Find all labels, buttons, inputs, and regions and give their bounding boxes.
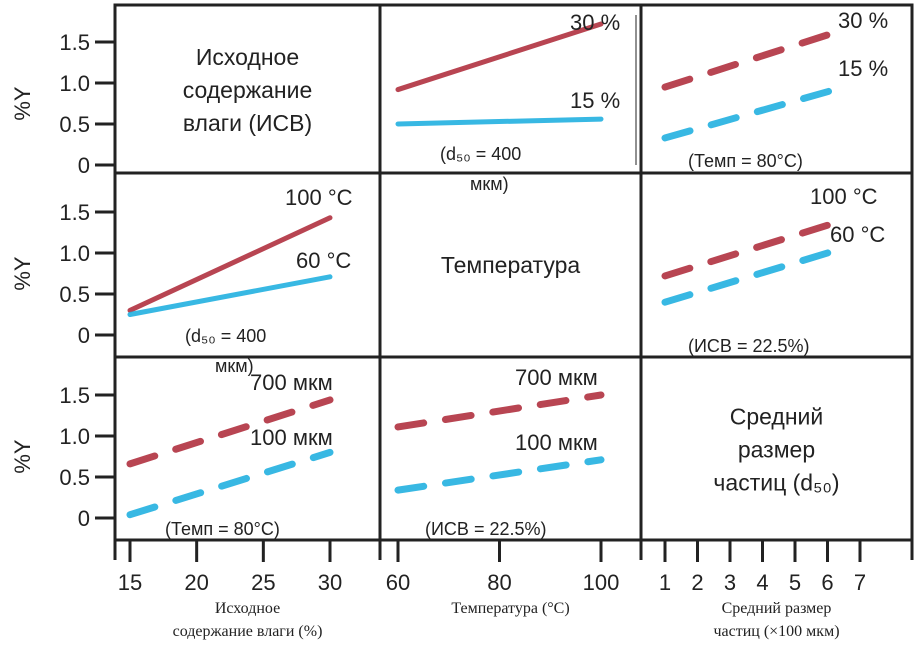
series-label: 60 °C — [296, 248, 351, 273]
y-tick-label: 1.5 — [59, 200, 90, 225]
y-tick-label: 1.5 — [59, 30, 90, 55]
panel-condition-note: (ИСВ = 22.5%) — [425, 519, 546, 539]
x-tick-label: 100 — [583, 570, 620, 595]
series-label: 100 °C — [285, 185, 353, 210]
y-tick-label: 0 — [78, 506, 90, 531]
y-tick-label: 0.5 — [59, 282, 90, 307]
y-tick-label: 0.5 — [59, 112, 90, 137]
series-line-low — [394, 456, 605, 494]
series-line-low — [661, 244, 848, 306]
diagonal-title: Температура — [441, 252, 581, 278]
y-tick-label: 0 — [78, 153, 90, 178]
x-tick-label: 2 — [691, 570, 703, 595]
series-line-low — [126, 448, 334, 519]
y-axis-label: %Y — [10, 256, 35, 291]
series-label: 15 % — [838, 56, 888, 81]
x-tick-label: 60 — [386, 570, 410, 595]
y-tick-label: 0 — [78, 323, 90, 348]
diagonal-title: Средний — [730, 404, 824, 430]
x-tick-label: 80 — [487, 570, 511, 595]
panel-condition-note: (d₅₀ = 400 — [185, 326, 266, 346]
x-tick-label: 6 — [821, 570, 833, 595]
x-tick-label: 30 — [318, 570, 342, 595]
y-axis-label: %Y — [10, 439, 35, 474]
y-axis-label: %Y — [10, 86, 35, 121]
x-tick-label: 3 — [724, 570, 736, 595]
series-label: 100 °C — [810, 184, 878, 209]
diagonal-title: Исходное — [196, 44, 299, 70]
grid-frame — [113, 3, 914, 542]
x-tick-label: 15 — [118, 570, 142, 595]
series-label: 700 мкм — [250, 370, 333, 395]
series-line-high — [126, 396, 334, 468]
panel-condition-note: мкм) — [470, 174, 509, 194]
series-line-low — [395, 116, 604, 127]
y-tick-label: 1.0 — [59, 71, 90, 96]
x-axis-title: частиц (×100 мкм) — [713, 623, 839, 640]
series-label: 60 °C — [830, 222, 885, 247]
diagonal-title: размер — [738, 437, 815, 463]
series-label: 30 % — [838, 8, 888, 33]
diagonal-title: частиц (d₅₀) — [713, 470, 839, 496]
panel-condition-note: (Темп = 80°C) — [688, 151, 803, 171]
series-label: 100 мкм — [515, 430, 598, 455]
panel-condition-note: (Темп = 80°C) — [165, 519, 280, 539]
x-axis-title: Температура (°C) — [451, 600, 569, 617]
series-line-high — [395, 21, 604, 93]
x-tick-label: 1 — [659, 570, 671, 595]
x-axis-title: Средний размер — [722, 600, 832, 617]
x-tick-label: 5 — [789, 570, 801, 595]
x-tick-label: 7 — [854, 570, 866, 595]
diagonal-title: содержание — [183, 77, 313, 103]
series-line-low — [661, 83, 848, 142]
series-line-high — [394, 391, 605, 431]
series-line-high — [127, 215, 333, 313]
panel-condition-note: (ИСВ = 22.5%) — [688, 336, 809, 356]
series-line-high — [661, 26, 848, 91]
series-label: 700 мкм — [515, 365, 598, 390]
x-tick-label: 25 — [251, 570, 275, 595]
series-line-high — [661, 216, 848, 280]
x-tick-label: 4 — [756, 570, 768, 595]
x-axis-title: Исходное — [215, 600, 280, 617]
y-tick-label: 1.0 — [59, 424, 90, 449]
series-label: 30 % — [570, 10, 620, 35]
series-label: 15 % — [570, 88, 620, 113]
panel-condition-note: (d₅₀ = 400 — [440, 144, 521, 164]
series-line-low — [127, 274, 333, 317]
y-tick-label: 1.0 — [59, 241, 90, 266]
x-axis-title: содержание влаги (%) — [173, 623, 323, 640]
y-tick-label: 1.5 — [59, 383, 90, 408]
series-label: 100 мкм — [250, 425, 333, 450]
x-tick-label: 20 — [184, 570, 208, 595]
diagonal-title: влаги (ИСВ) — [183, 110, 312, 136]
y-tick-label: 0.5 — [59, 465, 90, 490]
panel-condition-note: мкм) — [215, 356, 254, 376]
